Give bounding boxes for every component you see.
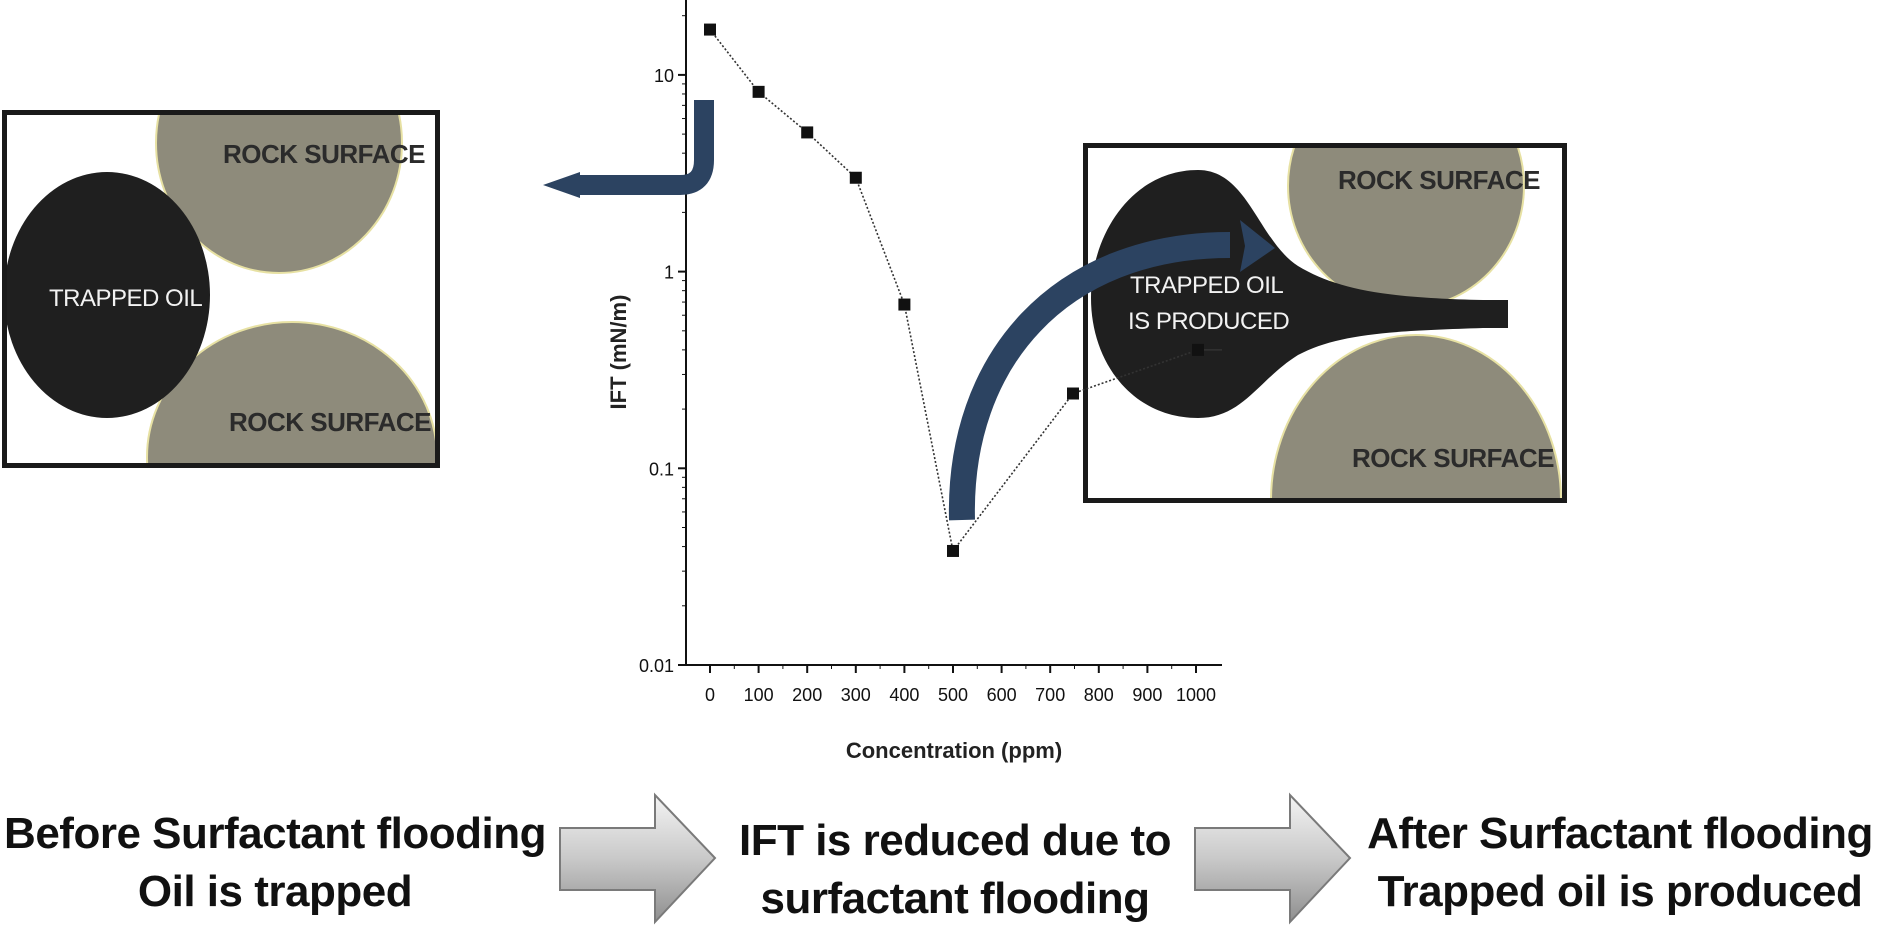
y-tick-label: 0.01	[639, 656, 674, 676]
x-tick-label: 200	[792, 685, 822, 705]
y-axis-label: IFT (mN/m)	[606, 295, 631, 410]
rock-grain-top	[155, 115, 403, 274]
series-line	[709, 29, 1199, 553]
x-tick-label: 400	[889, 685, 919, 705]
y-tick-label: 1	[664, 263, 674, 283]
data-point	[1067, 387, 1079, 400]
x-tick-label: 700	[1035, 685, 1065, 705]
data-point	[704, 23, 716, 36]
x-tick-label: 500	[938, 685, 968, 705]
x-tick-label: 0	[705, 685, 715, 705]
before-flooding-panel: ROCK SURFACE ROCK SURFACE TRAPPED OIL	[2, 110, 440, 468]
rock-surface-bottom-label: ROCK SURFACE	[1352, 443, 1555, 473]
x-tick-label: 1000	[1176, 685, 1216, 705]
data-point	[849, 171, 862, 184]
y-tick-label: 10	[654, 66, 674, 86]
middle-caption-line1: IFT is reduced due to	[739, 816, 1172, 865]
data-point	[752, 85, 765, 98]
after-caption-line1: After Surfactant flooding	[1367, 809, 1873, 858]
data-point	[1192, 343, 1204, 356]
x-tick-label: 300	[841, 685, 871, 705]
rock-grain-bottom	[146, 321, 435, 463]
rock-surface-top-label: ROCK SURFACE	[223, 139, 426, 169]
y-tick-label: 0.1	[649, 459, 674, 479]
trapped-oil-label: TRAPPED OIL	[49, 285, 203, 312]
rock-grain-bottom	[1270, 334, 1562, 498]
x-tick-label: 100	[744, 685, 774, 705]
after-caption-line2: Trapped oil is produced	[1377, 867, 1863, 916]
x-tick-label: 900	[1132, 685, 1162, 705]
data-point	[898, 298, 911, 311]
rock-surface-bottom-label: ROCK SURFACE	[229, 407, 432, 437]
after-caption: After Surfactant flooding Trapped oil is…	[1350, 805, 1890, 921]
middle-caption-line2: surfactant flooding	[760, 874, 1150, 923]
rock-surface-top-label: ROCK SURFACE	[1338, 165, 1541, 195]
data-point	[947, 544, 959, 557]
before-caption-line2: Oil is trapped	[137, 867, 413, 916]
before-caption-line1: Before Surfactant flooding	[4, 809, 546, 858]
middle-caption: IFT is reduced due to surfactant floodin…	[720, 812, 1190, 928]
trapped-oil-droplet	[7, 172, 210, 418]
data-point	[801, 126, 814, 139]
before-caption: Before Surfactant flooding Oil is trappe…	[0, 805, 550, 921]
x-tick-label: 800	[1084, 685, 1114, 705]
x-tick-label: 600	[987, 685, 1017, 705]
x-axis-label: Concentration (ppm)	[846, 738, 1062, 763]
